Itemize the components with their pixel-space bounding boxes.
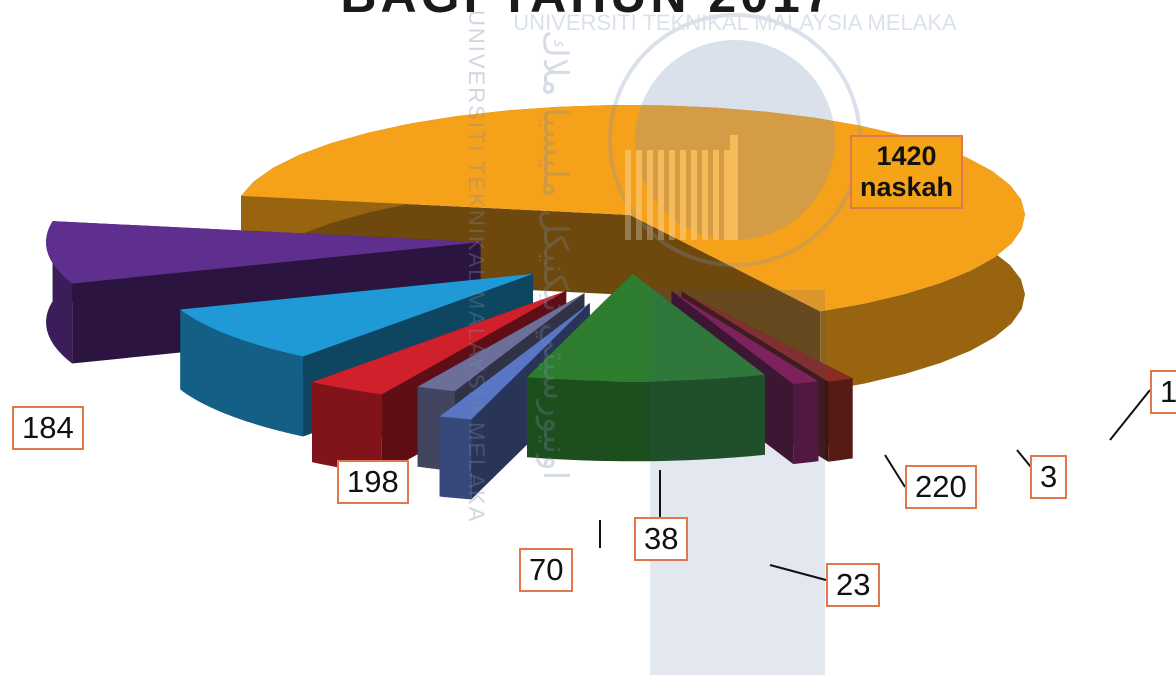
data-label-70: 70 [519,548,574,592]
watermark-side-text: UNIVERSITI TEKNIKAL MALAYSIA MELAKA [464,10,489,524]
chart-title: BAGI TAHUN 2017 [0,0,1176,24]
watermark-logo: UNIVERSITI TEKNIKAL MALAYSIA MELAKA [513,10,957,675]
pie-slice-1420 [241,105,1025,392]
data-label-1420: 1420 naskah [850,135,964,210]
data-label-23: 23 [826,563,881,607]
data-label-1: 1 [1150,370,1176,414]
data-label-220: 220 [905,465,977,509]
data-label-3: 3 [1030,455,1068,499]
data-label-198: 198 [337,460,409,504]
leader-line [1109,389,1151,441]
leader-line [769,564,827,581]
pie-slice-220 [527,273,765,462]
leader-line [884,454,906,488]
data-label-184: 184 [12,406,84,450]
data-label-38: 38 [634,517,689,561]
watermark-logo-text: UNIVERSITI TEKNIKAL MALAYSIA MELAKA [513,10,957,35]
watermark-arabic-text: اونيورسيتي تيكنيكل مليسيا ملاك [535,30,575,481]
